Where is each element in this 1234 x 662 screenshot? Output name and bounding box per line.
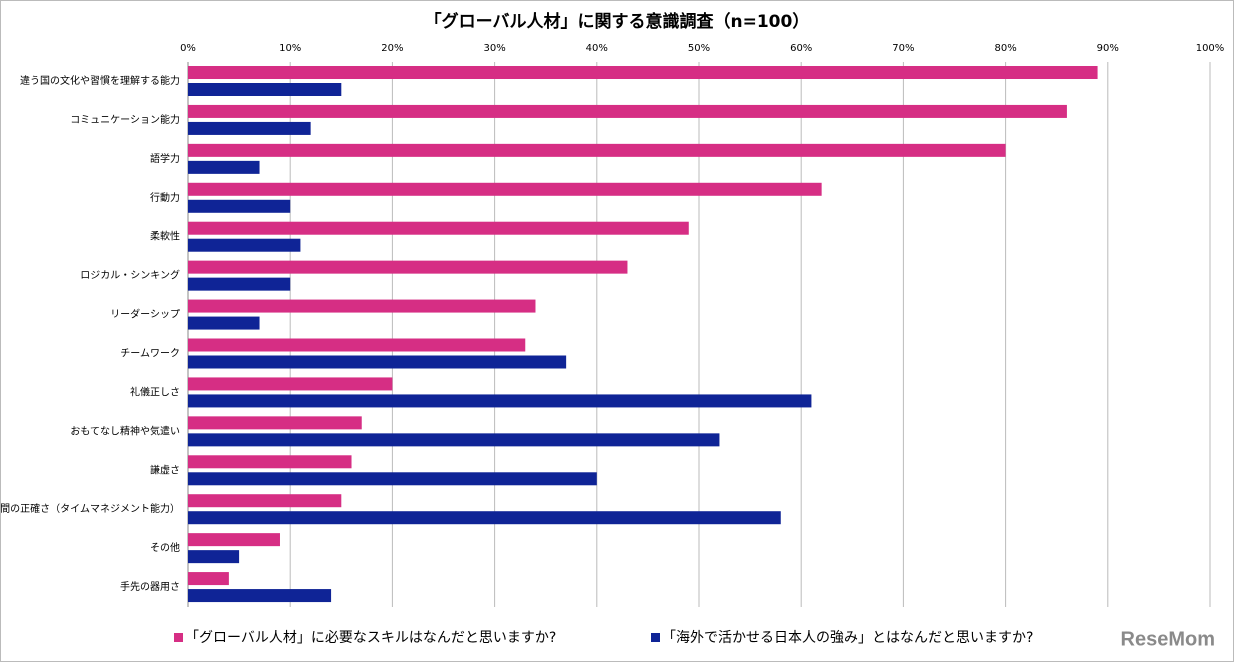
bar — [188, 589, 332, 603]
bar — [188, 533, 280, 547]
y-tick-label: 行動力 — [150, 191, 180, 204]
bar — [188, 83, 342, 96]
x-tick-label: 60% — [790, 43, 812, 54]
x-tick-label: 80% — [994, 43, 1016, 54]
bar — [188, 66, 1098, 79]
bar — [188, 121, 311, 135]
x-tick-label: 40% — [586, 43, 608, 54]
bar — [188, 472, 597, 486]
bar — [188, 572, 229, 586]
y-tick-label: 手先の器用さ — [120, 580, 180, 593]
bar — [188, 277, 291, 291]
watermark: ReseMom — [1121, 628, 1215, 650]
bar — [188, 221, 689, 235]
legend-swatch — [174, 633, 183, 642]
bar — [188, 355, 567, 369]
y-tick-label: 柔軟性 — [150, 230, 180, 243]
y-tick-label: 謙虚さ — [150, 463, 180, 476]
bar — [188, 182, 822, 196]
legend-label: 「海外で活かせる日本人の強み」とはなんだと思いますか? — [662, 630, 1033, 646]
y-tick-label: チームワーク — [120, 348, 180, 360]
bar — [188, 238, 301, 252]
bar — [188, 455, 352, 469]
bar — [188, 394, 812, 408]
bar — [188, 494, 342, 508]
x-tick-label: 70% — [892, 43, 914, 54]
y-tick-label: ロジカル・シンキング — [80, 269, 180, 282]
bar — [188, 550, 240, 564]
bar — [188, 299, 536, 313]
x-tick-label: 100% — [1196, 43, 1225, 54]
bar — [188, 377, 393, 391]
x-tick-label: 30% — [483, 43, 505, 54]
x-tick-label: 20% — [381, 43, 403, 54]
x-tick-label: 10% — [279, 43, 301, 54]
y-tick-label: コミュニケーション能力 — [70, 113, 180, 126]
y-tick-label: 語学力 — [150, 152, 180, 165]
y-tick-label: 時間の正確さ（タイムマネジメント能力） — [0, 502, 180, 515]
y-tick-label: 違う国の文化や習慣を理解する能力 — [20, 74, 180, 87]
chart-title: 「グローバル人材」に関する意識調査（n=100） — [425, 11, 810, 32]
x-tick-label: 90% — [1097, 43, 1119, 54]
bar — [188, 338, 526, 352]
bar — [188, 511, 781, 525]
y-tick-label: その他 — [150, 541, 180, 554]
y-tick-label: リーダーシップ — [110, 308, 180, 321]
bar — [188, 160, 260, 174]
bar — [188, 199, 291, 213]
x-tick-label: 0% — [180, 43, 196, 54]
bar — [188, 433, 720, 447]
bar — [188, 143, 1006, 157]
y-tick-label: おもてなし精神や気遣い — [70, 424, 180, 437]
bar — [188, 416, 362, 430]
legend-label: 「グローバル人材」に必要なスキルはなんだと思いますか? — [185, 630, 556, 646]
x-tick-label: 50% — [688, 43, 710, 54]
legend-swatch — [651, 633, 660, 642]
bar — [188, 104, 1067, 118]
bar — [188, 316, 260, 330]
y-tick-label: 礼儀正しさ — [130, 385, 180, 398]
bar — [188, 260, 628, 274]
